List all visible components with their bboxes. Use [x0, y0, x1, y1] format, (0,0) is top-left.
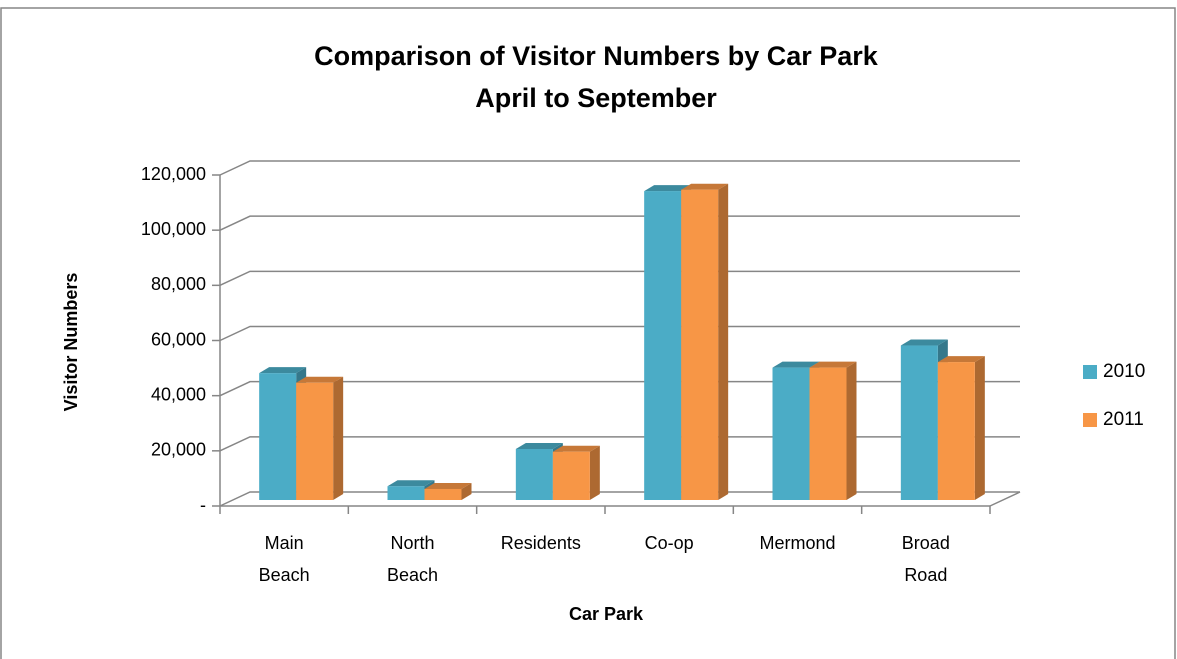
bar-front — [772, 367, 810, 500]
bar-front — [809, 367, 847, 500]
bar-side — [333, 376, 344, 500]
bar-side — [589, 445, 600, 500]
bar-front — [515, 448, 553, 500]
grid-line — [219, 160, 1020, 176]
bar-top — [900, 339, 948, 346]
y-tick-label: 100,000 — [141, 219, 206, 239]
bar-top — [772, 361, 820, 368]
x-tick-label: Broad Road — [902, 533, 950, 585]
bar-front — [552, 451, 590, 500]
bar-top — [387, 480, 435, 487]
y-tick-label: 120,000 — [141, 164, 206, 184]
legend-label: 2010 — [1103, 361, 1145, 382]
bar-top — [644, 185, 692, 192]
y-tick-label: 40,000 — [151, 384, 206, 404]
legend-swatch — [1083, 413, 1097, 427]
grid-line — [219, 270, 1020, 287]
bar-top — [259, 367, 307, 374]
floor-right — [989, 491, 1021, 507]
x-tick-label: Main Beach — [259, 533, 310, 585]
x-tick-label: Residents — [501, 533, 581, 553]
bar-front — [681, 189, 719, 500]
bar-top — [681, 183, 729, 190]
bar-side — [974, 356, 985, 500]
bar-top — [515, 442, 563, 449]
chart-border — [0, 7, 1176, 659]
y-tick-label: 20,000 — [151, 440, 206, 460]
bar-top — [552, 445, 600, 452]
y-axis-title: Visitor Numbers — [61, 273, 81, 412]
x-tick-label: Co-op — [645, 533, 694, 553]
chart-title: Comparison of Visitor Numbers by Car Par… — [314, 41, 879, 71]
bar-front — [259, 373, 297, 500]
bar-top — [296, 376, 344, 383]
y-tick-label: - — [200, 495, 206, 515]
bar — [552, 445, 600, 500]
x-tick-label: North Beach — [387, 533, 438, 585]
bar-front — [387, 486, 425, 500]
bar-top — [424, 482, 472, 489]
grid-line — [219, 325, 1020, 342]
bar — [809, 361, 857, 500]
bar-side — [461, 482, 472, 500]
bar-top — [937, 356, 985, 363]
y-tick-label: 60,000 — [151, 329, 206, 349]
bar-side — [846, 361, 857, 500]
bar-top — [809, 361, 857, 368]
chart-subtitle: April to September — [475, 83, 717, 113]
bar-front — [424, 488, 462, 500]
bar-front — [644, 191, 682, 501]
bar — [937, 356, 985, 500]
grid-line — [219, 436, 1020, 452]
bar-front — [937, 362, 975, 500]
y-tick-label: 80,000 — [151, 274, 206, 294]
bar-front — [296, 382, 334, 500]
bar — [424, 482, 472, 500]
legend-label: 2011 — [1103, 409, 1144, 430]
bar — [296, 376, 344, 500]
bar — [681, 183, 729, 500]
bar-side — [718, 183, 729, 500]
bar-front — [900, 345, 938, 500]
legend-swatch — [1083, 365, 1097, 379]
x-axis-title: Car Park — [569, 604, 644, 624]
grid-line — [219, 491, 1020, 507]
x-tick-label: Mermond — [759, 533, 835, 553]
grid-line — [219, 215, 1020, 231]
grid-line — [219, 380, 1020, 397]
